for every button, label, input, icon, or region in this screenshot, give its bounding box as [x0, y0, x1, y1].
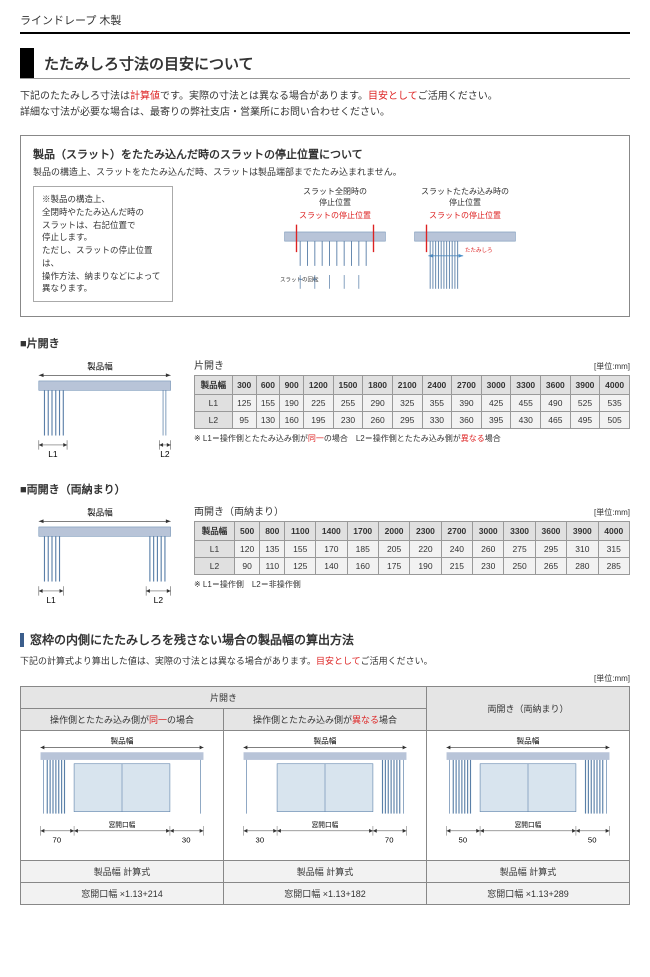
info-box: 製品（スラット）をたたみ込んだ時のスラットの停止位置について 製品の構造上、スラ…: [20, 135, 630, 317]
table-title-ryobiraki: 両開き（両納まり）: [194, 503, 284, 518]
ryobiraki-footnote: ※ L1＝操作側 L2＝非操作側: [194, 579, 630, 590]
section-ryobiraki: ■両開き（両納まり）: [20, 481, 630, 497]
calc-intro: 下記の計算式より算出した値は、実際の寸法とは異なる場合があります。目安としてご活…: [20, 654, 630, 667]
breadcrumb: ラインドレープ 木製: [20, 12, 630, 34]
box-subtitle: 製品の構造上、スラットをたたみ込んだ時、スラットは製品端部までたたみ込まれません…: [33, 165, 617, 178]
calc-table: 片開き 両開き（両納まり） 操作側とたたみ込み側が同一の場合 操作側とたたみ込み…: [20, 686, 630, 905]
page-title: たたみしろ寸法の目安について: [34, 53, 254, 74]
svg-text:50: 50: [588, 835, 597, 844]
svg-text:窓開口幅: 窓開口幅: [312, 820, 339, 829]
katahiraki-diagram: 製品幅 L1 L2: [20, 357, 180, 467]
calc-diagram-1: 製品幅窓開口幅 70 30: [21, 731, 224, 861]
svg-text:製品幅: 製品幅: [87, 362, 113, 372]
svg-text:70: 70: [53, 835, 62, 844]
svg-text:L2: L2: [154, 595, 164, 605]
formula-1: 窓開口幅 ×1.13+214: [21, 883, 224, 905]
box-title: 製品（スラット）をたたみ込んだ時のスラットの停止位置について: [33, 146, 617, 162]
slat-diagram-stacked: スラットたたみ込み時の 停止位置 スラットの停止位置 たたみしろ: [410, 186, 520, 302]
svg-text:窓開口幅: 窓開口幅: [109, 820, 136, 829]
title-bar-icon: [20, 48, 34, 78]
calc-diagram-2: 製品幅窓開口幅 30 70: [224, 731, 427, 861]
svg-text:窓開口幅: 窓開口幅: [515, 820, 542, 829]
slat-diagram-closed: スラット全閉時の 停止位置 スラットの停止位置 スラットの回転: [280, 186, 390, 302]
svg-text:スラットの回転: スラットの回転: [280, 276, 319, 283]
svg-text:製品幅: 製品幅: [314, 736, 337, 746]
svg-text:70: 70: [385, 835, 394, 844]
section-bar-icon: [20, 633, 24, 647]
svg-text:L2: L2: [160, 449, 170, 459]
svg-text:L1: L1: [46, 595, 56, 605]
svg-text:30: 30: [256, 835, 265, 844]
katahiraki-table: 製品幅3006009001200150018002100240027003000…: [194, 375, 630, 429]
ryobiraki-table: 製品幅5008001100140017002000230027003000330…: [194, 521, 630, 575]
intro-text: 下記のたたみしろ寸法は計算値です。実際の寸法とは異なる場合があります。目安として…: [20, 89, 630, 121]
note-box: ※製品の構造上、 全閉時やたたみ込んだ時の スラットは、右記位置で 停止します。…: [33, 186, 173, 302]
title-band: たたみしろ寸法の目安について: [20, 48, 630, 79]
svg-text:製品幅: 製品幅: [111, 736, 134, 746]
unit-label: [単位:mm]: [594, 361, 630, 372]
formula-3: 窓開口幅 ×1.13+289: [427, 883, 630, 905]
calc-diagram-3: 製品幅窓開口幅 50 50: [427, 731, 630, 861]
svg-text:L1: L1: [48, 449, 58, 459]
calc-unit: [単位:mm]: [20, 673, 630, 684]
table-title-katahiraki: 片開き: [194, 357, 224, 372]
formula-2: 窓開口幅 ×1.13+182: [224, 883, 427, 905]
svg-text:製品幅: 製品幅: [87, 508, 113, 518]
unit-label: [単位:mm]: [594, 507, 630, 518]
katahiraki-footnote: ※ L1＝操作側とたたみ込み側が同一の場合 L2＝操作側とたたみ込み側が異なる場…: [194, 433, 630, 444]
section-katahiraki: ■片開き: [20, 335, 630, 351]
svg-text:50: 50: [459, 835, 468, 844]
svg-text:製品幅: 製品幅: [517, 736, 540, 746]
svg-text:30: 30: [182, 835, 191, 844]
svg-text:たたみしろ: たたみしろ: [465, 247, 493, 254]
calc-section-title: 窓枠の内側にたたみしろを残さない場合の製品幅の算出方法: [30, 631, 354, 648]
ryobiraki-diagram: 製品幅 L1 L2: [20, 503, 180, 613]
